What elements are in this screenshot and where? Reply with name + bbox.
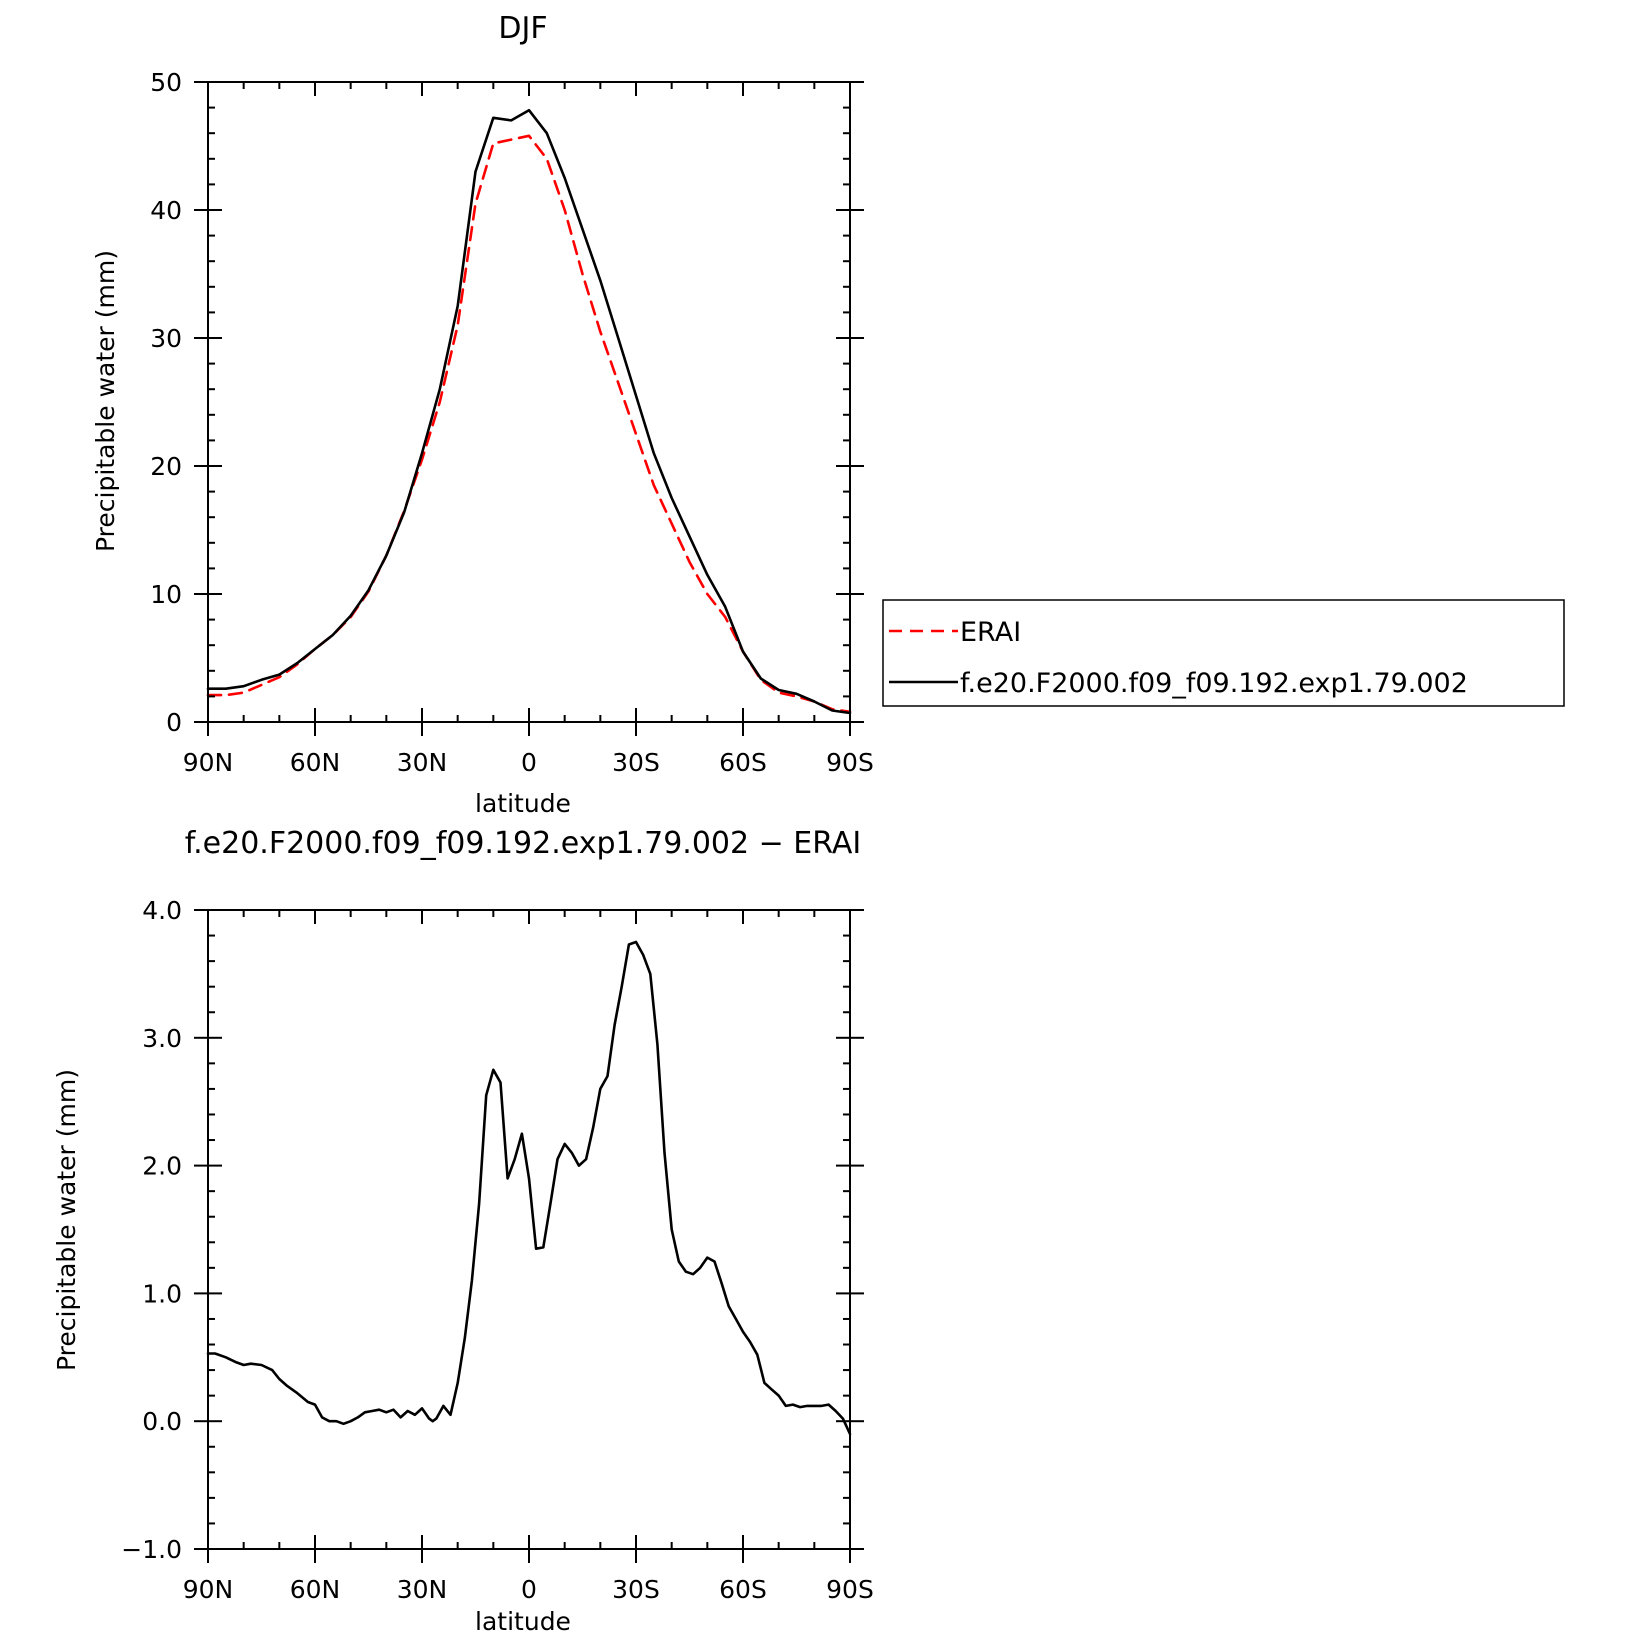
top-ytick-label: 50 xyxy=(150,68,182,97)
bottom-ytick-label: 4.0 xyxy=(142,896,182,925)
legend-label-erai: ERAI xyxy=(960,617,1021,648)
bottom-frame xyxy=(207,909,851,1550)
bottom-xtick-label: 0 xyxy=(521,1575,537,1604)
bottom-ytick-label: 2.0 xyxy=(142,1152,182,1181)
bottom-xlabel: latitude xyxy=(475,1607,571,1636)
top-ytick-label: 10 xyxy=(150,580,182,609)
top-ytick-label: 30 xyxy=(150,324,182,353)
bottom-xtick-label: 60S xyxy=(719,1575,767,1604)
top-frame xyxy=(207,81,851,723)
legend-box xyxy=(882,599,1565,707)
top-xtick-label: 30N xyxy=(397,748,448,777)
top-xtick-label: 90N xyxy=(183,748,234,777)
top-series-line-0 xyxy=(206,134,852,714)
bottom-ytick-label: 0.0 xyxy=(142,1407,182,1436)
legend-label-model: f.e20.F2000.f09_f09.192.exp1.79.002 xyxy=(960,668,1468,699)
bottom-title: f.e20.F2000.f09_f09.192.exp1.79.002 − ER… xyxy=(185,826,862,861)
top-ylabel: Precipitable water (mm) xyxy=(91,250,120,552)
top-series-line-1 xyxy=(206,108,852,715)
top-xtick-label: 60S xyxy=(719,748,767,777)
top-xtick-label: 90S xyxy=(826,748,874,777)
bottom-ytick-label: 1.0 xyxy=(142,1279,182,1308)
top-ytick-label: 0 xyxy=(166,708,182,737)
top-xtick-label: 60N xyxy=(290,748,341,777)
top-xlabel: latitude xyxy=(475,789,571,818)
bottom-ytick-label: 3.0 xyxy=(142,1024,182,1053)
bottom-xtick-label: 90S xyxy=(826,1575,874,1604)
bottom-series-line-0 xyxy=(206,940,852,1436)
bottom-xtick-label: 60N xyxy=(290,1575,341,1604)
bottom-ytick-label: −1.0 xyxy=(121,1535,182,1564)
top-ytick-label: 40 xyxy=(150,196,182,225)
bottom-xtick-label: 30N xyxy=(397,1575,448,1604)
bottom-ylabel: Precipitable water (mm) xyxy=(52,1069,81,1371)
bottom-panel: f.e20.F2000.f09_f09.192.exp1.79.002 − ER… xyxy=(52,826,874,1636)
bottom-xtick-label: 90N xyxy=(183,1575,234,1604)
top-ytick-label: 20 xyxy=(150,452,182,481)
top-xtick-label: 30S xyxy=(612,748,660,777)
top-panel: DJF 90N 60N 30N 0 30S 60S 90S 0 10 20 30 40 50 latit… xyxy=(91,11,874,818)
bottom-plot-area: 90N 60N 30N 0 30S 60S 90S −1.0 0.0 1.0 2.0 3.0 4.0 xyxy=(121,896,874,1604)
bottom-xtick-label: 30S xyxy=(612,1575,660,1604)
top-plot-area: 90N 60N 30N 0 30S 60S 90S 0 10 20 30 40 50 xyxy=(150,68,874,777)
legend: ERAI f.e20.F2000.f09_f09.192.exp1.79.002 xyxy=(882,599,1565,707)
top-title: DJF xyxy=(498,11,547,46)
top-xtick-label: 0 xyxy=(521,748,537,777)
